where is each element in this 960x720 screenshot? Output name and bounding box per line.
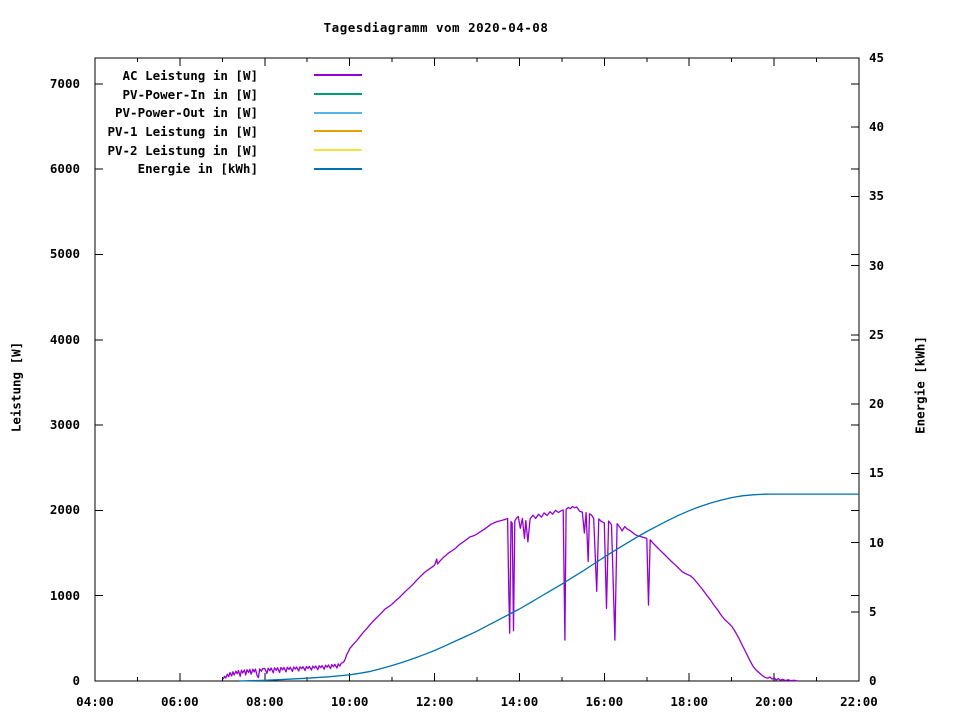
legend-row: PV-1 Leistung in [W] xyxy=(95,122,362,141)
x-tick-label: 22:00 xyxy=(840,694,878,709)
legend-label: AC Leistung in [W] xyxy=(122,67,258,83)
x-tick-label: 04:00 xyxy=(76,694,114,709)
left-tick-label: 0 xyxy=(72,673,80,688)
right-tick-label: 35 xyxy=(869,188,885,204)
x-tick-label: 18:00 xyxy=(670,694,709,709)
x-tick-label: 12:00 xyxy=(415,694,454,709)
legend-row: PV-2 Leistung in [W] xyxy=(95,141,362,160)
left-tick-label: 4000 xyxy=(49,331,80,347)
left-tick-label: 5000 xyxy=(49,246,80,262)
legend-line-sample xyxy=(314,167,362,170)
left-tick-label: 7000 xyxy=(49,75,80,91)
legend-label: PV-2 Leistung in [W] xyxy=(107,142,258,158)
x-tick-label: 14:00 xyxy=(500,694,539,709)
legend-label: PV-Power-Out in [W] xyxy=(115,105,258,121)
series-line-energie-in-kwh- xyxy=(239,493,859,682)
legend-line-sample xyxy=(314,93,362,96)
x-tick-label: 08:00 xyxy=(245,694,284,709)
legend-label: PV-Power-In in [W] xyxy=(122,86,258,102)
right-tick-label: 40 xyxy=(869,119,885,135)
legend-line-sample xyxy=(314,111,362,114)
legend-label: Energie in [kWh] xyxy=(137,161,258,177)
chart-title: Tagesdiagramm vom 2020-04-08 xyxy=(323,20,549,35)
right-tick-label: 0 xyxy=(869,673,877,688)
legend-row: PV-Power-In in [W] xyxy=(95,85,362,104)
x-tick-label: 10:00 xyxy=(330,694,369,709)
legend-row: Energie in [kWh] xyxy=(95,159,362,178)
right-tick-label: 5 xyxy=(869,603,877,619)
right-tick-label: 20 xyxy=(869,396,885,412)
right-tick-label: 15 xyxy=(869,465,885,481)
left-tick-label: 1000 xyxy=(49,587,80,603)
x-tick-label: 20:00 xyxy=(755,694,793,709)
legend-row: AC Leistung in [W] xyxy=(95,66,362,85)
legend-row: PV-Power-Out in [W] xyxy=(95,103,362,122)
x-tick-label: 16:00 xyxy=(585,694,624,709)
legend: AC Leistung in [W] PV-Power-In in [W] PV-P… xyxy=(95,66,362,178)
right-tick-label: 10 xyxy=(869,534,885,550)
left-tick-label: 6000 xyxy=(49,161,80,177)
legend-line-sample xyxy=(314,149,362,152)
right-tick-label: 25 xyxy=(869,326,885,342)
legend-line-sample xyxy=(314,74,362,77)
legend-label: PV-1 Leistung in [W] xyxy=(107,123,258,139)
x-tick-label: 06:00 xyxy=(161,694,199,709)
left-tick-label: 2000 xyxy=(49,502,80,518)
legend-line-sample xyxy=(314,130,362,133)
right-tick-label: 45 xyxy=(869,50,885,65)
left-tick-label: 3000 xyxy=(49,417,80,433)
series-line-ac-leistung-in-w- xyxy=(222,505,798,682)
right-tick-label: 30 xyxy=(869,257,885,273)
